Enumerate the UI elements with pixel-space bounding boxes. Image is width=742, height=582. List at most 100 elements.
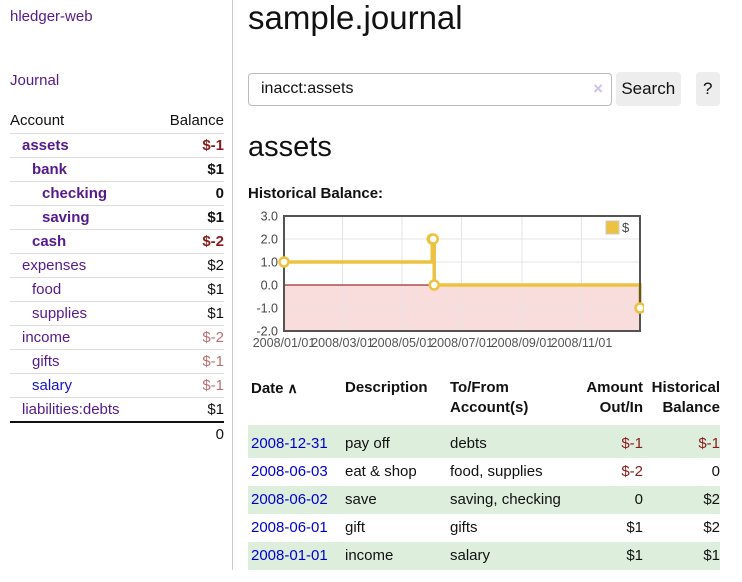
svg-text:3.0: 3.0 [261,211,278,224]
main-content: sample.journal × Search ? assets Histori… [233,0,725,571]
transaction-date-link[interactable]: 2008-06-02 [251,491,328,509]
account-balance: $-1 [202,377,224,394]
transaction-amount: 0 [634,491,643,509]
search-button[interactable]: Search [616,72,681,107]
balance-column-header: Balance [169,112,224,129]
accounts-table-header: Account Balance [10,109,224,133]
transaction-balance: $-1 [698,435,720,453]
register-header-row: Date ∧ Description To/From Account(s) Amo… [248,376,720,425]
account-row-assets: assets $-1 [10,133,224,157]
transaction-balance: $2 [703,519,720,537]
amount-column-header: Amount Out/In [586,379,643,417]
help-button[interactable]: ? [695,72,720,107]
account-row-checking: checking 0 [10,181,224,205]
account-row-supplies: supplies $1 [10,301,224,325]
transaction-accounts: saving, checking [450,491,561,509]
transaction-date-link[interactable]: 2008-06-03 [251,463,328,481]
transaction-description: pay off [345,435,390,453]
transaction-row: 2008-06-03 eat & shop food, supplies $-2… [248,458,720,486]
clear-search-icon[interactable]: × [593,78,603,98]
transaction-date-link[interactable]: 2008-01-01 [251,547,328,565]
account-row-gifts: gifts $-1 [10,349,224,373]
sidebar: hledger-web Journal Account Balance asse… [0,0,233,571]
svg-text:2008/07/01: 2008/07/01 [430,336,493,350]
transaction-description: save [345,491,377,509]
balance-column-header: Historical Balance [651,379,720,417]
journal-link-label[interactable]: Journal [10,72,60,89]
account-heading: assets [248,131,332,164]
account-balance: $-2 [202,233,224,250]
account-link[interactable]: salary [32,377,73,394]
account-link[interactable]: income [22,329,71,346]
transaction-balance: 0 [711,463,720,481]
account-balance: $-1 [202,353,224,370]
description-column-header: Description [345,379,428,397]
historical-balance-chart: $3.0 2.0 1.0 0.0 -1.0 -2.0 2008/01/01 2008/03/0… [248,210,720,356]
account-row-bank: bank $1 [10,157,224,181]
sidebar-item-journal[interactable]: Journal [10,72,224,89]
account-balance: $1 [207,401,224,418]
search-box: × [248,72,612,106]
transaction-date-link[interactable]: 2008-12-31 [251,435,328,453]
transaction-amount: $-1 [621,435,643,453]
account-link[interactable]: bank [32,161,68,178]
transaction-date-link[interactable]: 2008-06-01 [251,519,328,537]
transaction-amount: $-2 [621,463,643,481]
accounts-column-header: To/From Account(s) [450,379,529,417]
transaction-description: eat & shop [345,463,417,481]
transaction-row: 2008-06-01 gift gifts $1 $2 [248,514,720,542]
account-link[interactable]: supplies [32,305,88,322]
account-link[interactable]: gifts [32,353,60,370]
account-link[interactable]: checking [42,185,108,202]
chart-title: Historical Balance: [248,185,384,203]
account-link[interactable]: expenses [22,257,87,274]
date-column-header[interactable]: Date ∧ [251,380,298,398]
transaction-description: income [345,547,394,565]
search-input[interactable] [248,72,612,106]
account-balance: $2 [207,257,224,274]
page-title: sample.journal [248,0,463,36]
svg-text:2008/11/01: 2008/11/01 [551,336,613,350]
account-balance: $1 [207,161,224,178]
svg-text:2008/01/01: 2008/01/01 [253,336,316,350]
account-row-food: food $1 [10,277,224,301]
svg-text:0.0: 0.0 [261,279,278,293]
transaction-accounts: salary [450,547,491,565]
account-balance: $1 [207,209,224,226]
svg-text:$: $ [622,220,630,235]
app-title-link[interactable]: hledger-web [10,8,224,25]
account-balance: $1 [207,305,224,322]
account-link[interactable]: assets [22,137,69,154]
accounts-total-row: 0 [10,421,224,446]
search-form: × Search ? [248,72,720,107]
transaction-accounts: gifts [450,519,478,537]
account-link[interactable]: saving [42,209,90,226]
transaction-row: 2008-06-02 save saving, checking 0 $2 [248,486,720,515]
account-balance: $-1 [202,137,224,154]
transaction-accounts: debts [450,435,487,453]
account-row-income: income $-2 [10,325,224,349]
account-row-saving: saving $1 [10,205,224,229]
svg-text:2008/09/01: 2008/09/01 [491,336,554,350]
transaction-balance: $1 [703,547,720,565]
transaction-row: 2008-01-01 income salary $1 $1 [248,542,720,571]
svg-text:2008/03/01: 2008/03/01 [311,336,374,350]
account-row-expenses: expenses $2 [10,253,224,277]
account-row-cash: cash $-2 [10,229,224,253]
account-column-header: Account [10,112,65,129]
svg-text:-2.0: -2.0 [256,325,278,339]
app-title-label[interactable]: hledger-web [10,8,93,25]
svg-text:2.0: 2.0 [261,233,278,247]
account-link[interactable]: food [32,281,62,298]
account-row-salary: salary $-1 [10,373,224,397]
register-table: Date ∧ Description To/From Account(s) Amo… [248,376,720,571]
svg-text:1.0: 1.0 [261,256,278,270]
account-link[interactable]: cash [32,233,67,250]
accounts-total-value: 0 [215,426,224,443]
page: hledger-web Journal Account Balance asse… [0,0,725,571]
account-balance: 0 [215,185,224,202]
account-link[interactable]: liabilities:debts [22,401,120,418]
account-balance: $1 [207,281,224,298]
transaction-amount: $1 [626,547,643,565]
svg-text:2008/05/01: 2008/05/01 [371,336,434,350]
